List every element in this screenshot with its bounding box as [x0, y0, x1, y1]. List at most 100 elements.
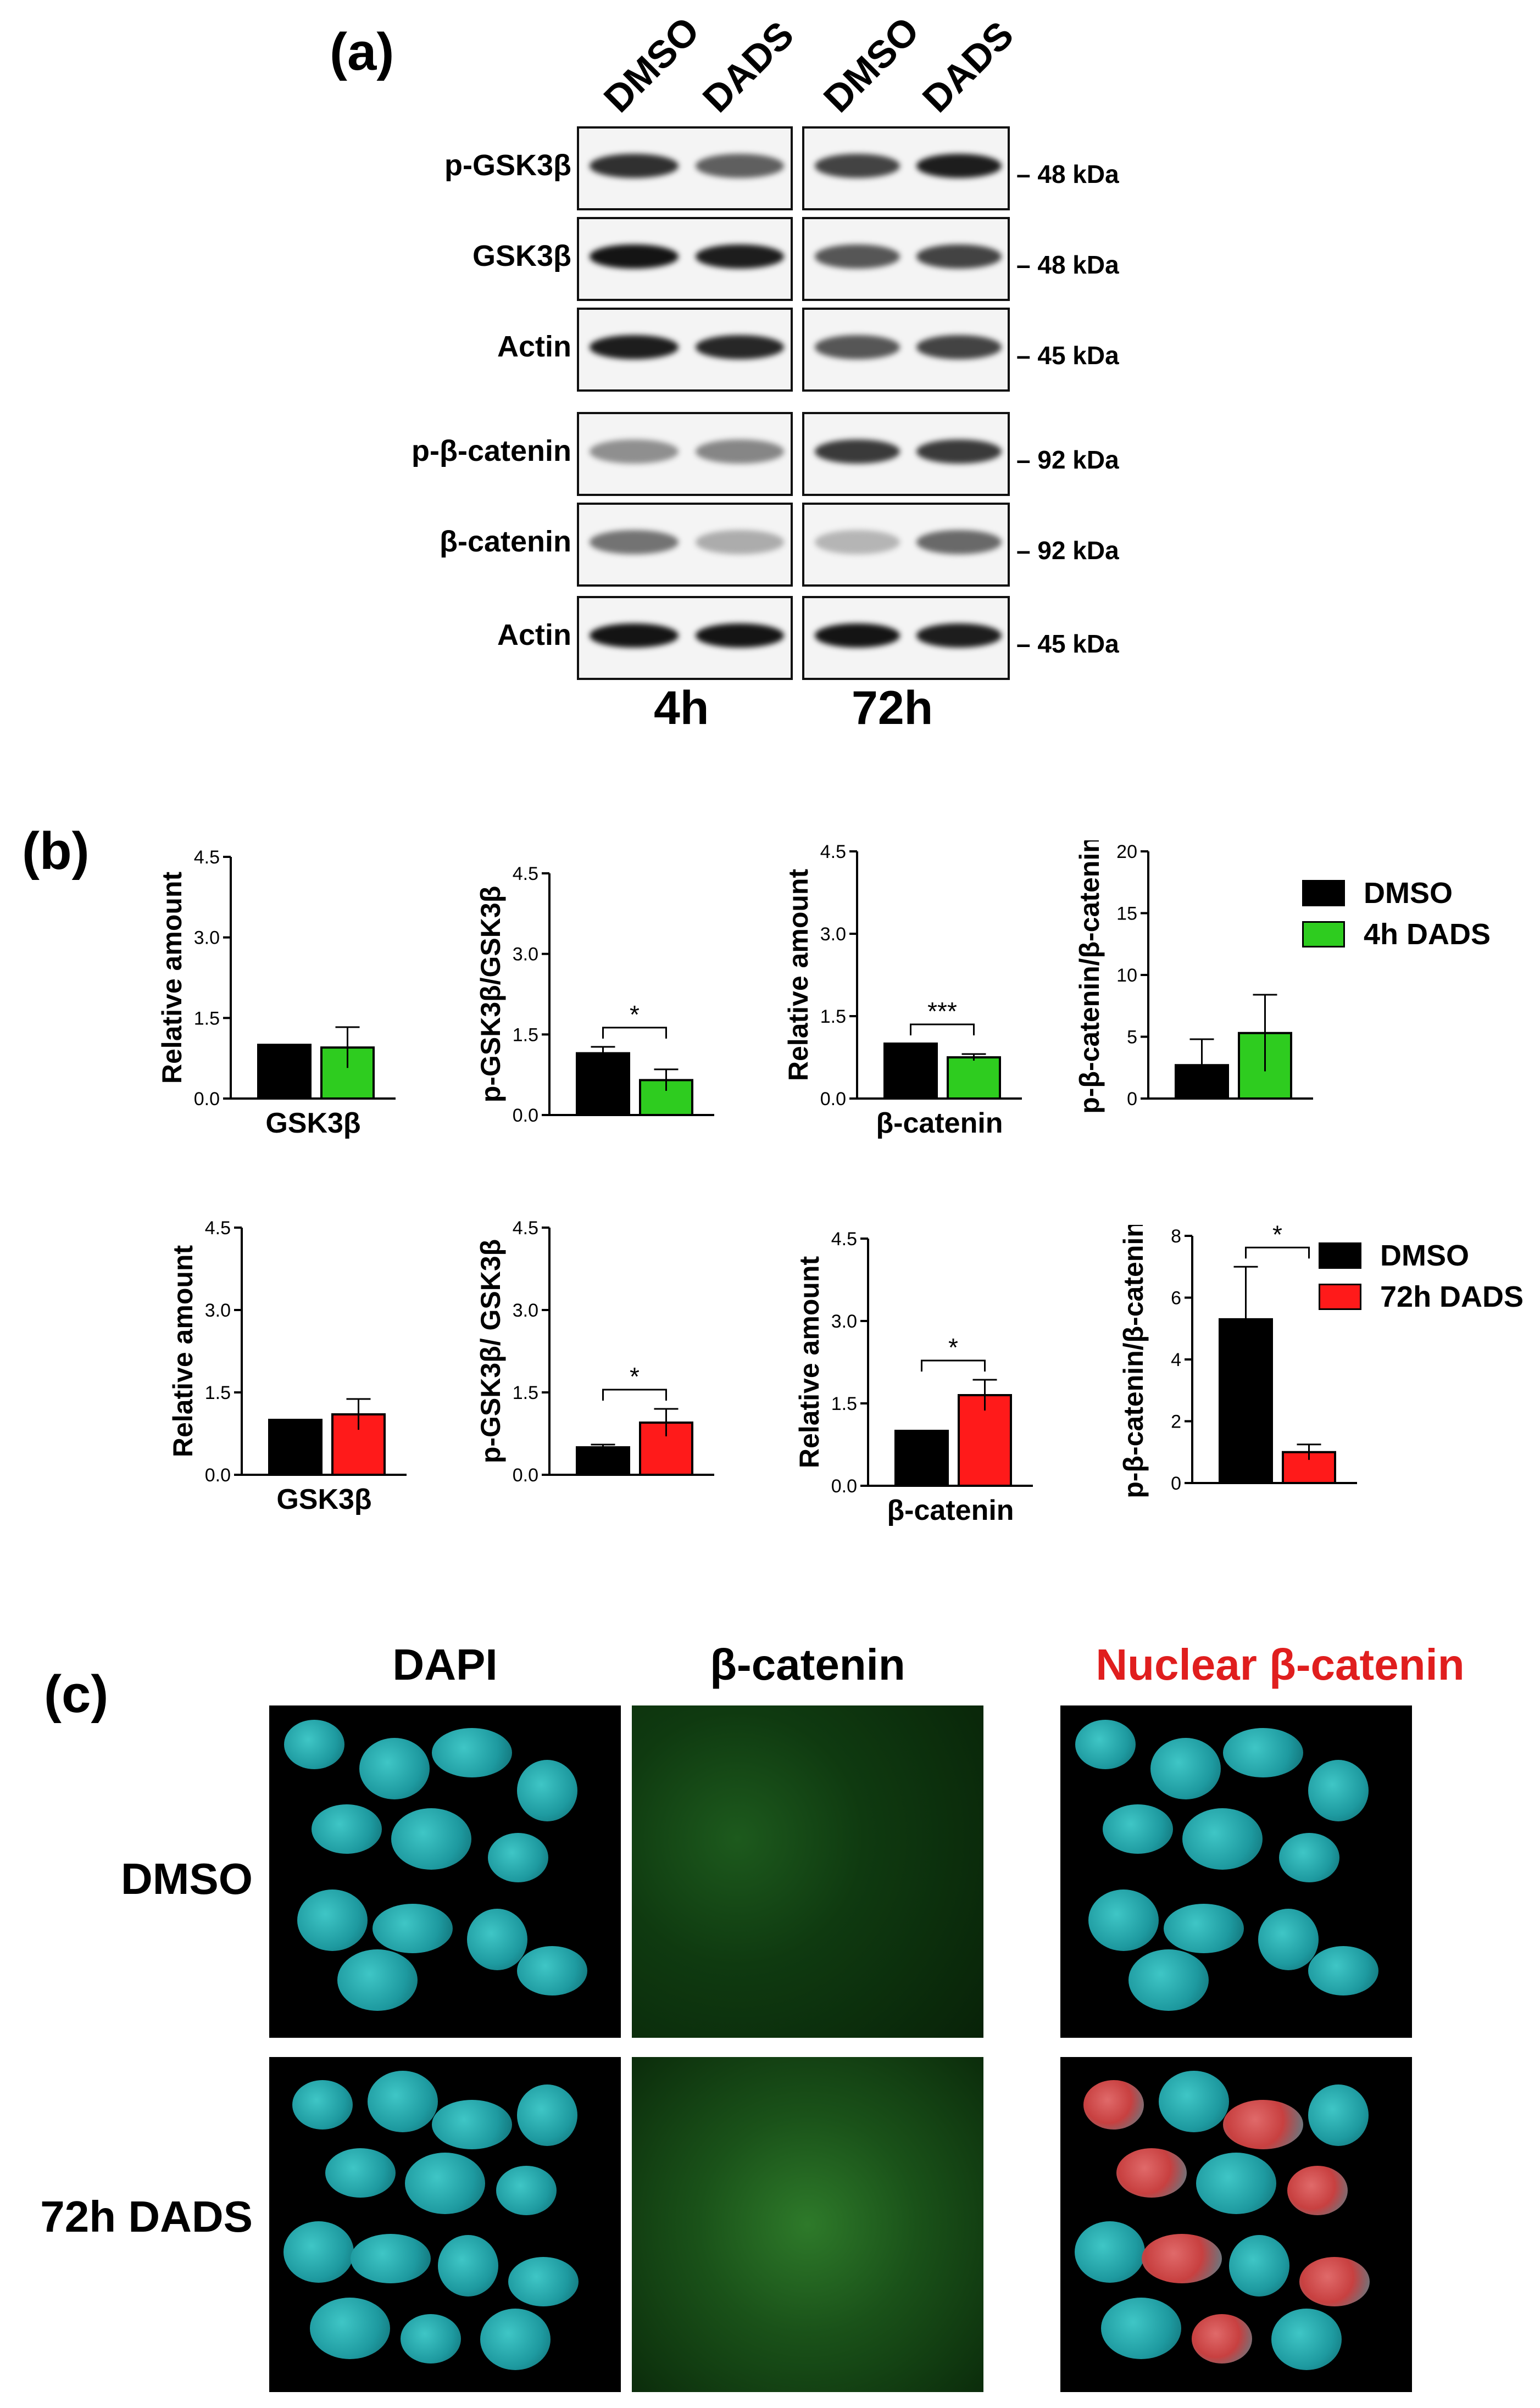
column-title-beta-catenin: β-catenin [710, 1640, 905, 1689]
blot-band [695, 623, 785, 648]
blot-row-label: Actin [497, 330, 571, 363]
cell-nucleus [1101, 2298, 1182, 2360]
x-axis-label: β-catenin [887, 1495, 1014, 1526]
panel-c-letter: (c) [44, 1665, 109, 1724]
y-axis-label: Relative amount [157, 872, 187, 1084]
cell-nucleus [337, 1949, 418, 2011]
y-tick-label: 1.5 [513, 1383, 538, 1403]
significance-stars: * [630, 1000, 640, 1029]
cell-nucleus [1271, 2309, 1342, 2371]
y-tick-label: 3.0 [194, 928, 220, 949]
cell-nucleus [516, 2084, 577, 2146]
cell-nucleus [310, 2298, 391, 2360]
lane-label-dads-72h: DADS [914, 13, 1022, 121]
cell-nucleus [432, 2100, 513, 2149]
significance-stars: *** [927, 997, 957, 1025]
row-label-dmso: DMSO [121, 1854, 253, 1903]
bar [576, 1446, 630, 1476]
blot-band [916, 439, 1002, 464]
microscopy-image-merge-dmso [1060, 1705, 1412, 2038]
y-tick-label: 3.0 [513, 944, 538, 965]
blot-band [590, 623, 679, 648]
cell-nucleus [1308, 2084, 1369, 2146]
y-axis-label: p-GSK3β/ GSK3β [475, 1239, 506, 1463]
blot-band [814, 530, 900, 554]
cell-nucleus [1287, 2165, 1348, 2215]
significance-stars: * [948, 1333, 958, 1362]
legend-label: 4h DADS [1364, 918, 1491, 951]
cell-nucleus [1163, 1903, 1244, 1953]
bar [883, 1043, 938, 1100]
significance-bracket [921, 1359, 986, 1372]
blot-band [916, 154, 1002, 178]
molecular-weight-marker: – 92 kDa [1016, 445, 1119, 474]
y-tick-label: 10 [1116, 965, 1137, 986]
y-tick-label: 15 [1116, 904, 1137, 924]
cell-nucleus [1191, 2314, 1252, 2364]
cell-nucleus [1223, 1728, 1304, 1778]
x-axis-label: GSK3β [276, 1484, 371, 1515]
row-label-72h-dads: 72h DADS [40, 2192, 253, 2241]
cell-nucleus [1142, 2234, 1222, 2284]
y-tick-label: 0.0 [513, 1105, 538, 1126]
bar-chart: 0 5 10 15 20 p-β-catenin/β-catenin [1074, 840, 1313, 1114]
legend-swatch-72h-dads [1319, 1284, 1361, 1310]
blot-band [695, 244, 785, 269]
legend-top-4h-dads: 4h DADS [1302, 917, 1491, 951]
blot-membrane [577, 596, 793, 680]
cell-nucleus [292, 2080, 353, 2130]
cell-nucleus [1196, 2153, 1276, 2215]
cell-nucleus [391, 1808, 472, 1870]
y-tick-label: 0.0 [831, 1476, 857, 1497]
cell-nucleus [368, 2070, 438, 2132]
significance-bracket [602, 1027, 667, 1039]
cell-nucleus [438, 2234, 499, 2296]
bar-chart: 0.0 1.5 3.0 4.5 p-GSK3β/GSK3β * [475, 863, 714, 1126]
cell-nucleus [432, 1728, 513, 1778]
microscopy-image-dapi-dmso [269, 1705, 621, 2038]
y-tick-label: 0.0 [205, 1465, 231, 1486]
legend-top-dmso: DMSO [1302, 876, 1453, 910]
blot-band [916, 335, 1002, 359]
significance-stars: * [1272, 1225, 1282, 1248]
bar [894, 1430, 949, 1487]
y-tick-label: 0.0 [194, 1089, 220, 1110]
blot-row-label: p-GSK3β [444, 149, 571, 182]
y-tick-label: 0 [1171, 1473, 1181, 1494]
blot-band [916, 530, 1002, 554]
column-title-dapi: DAPI [392, 1640, 498, 1689]
molecular-weight-marker: – 45 kDa [1016, 629, 1119, 658]
blot-band [814, 623, 900, 648]
y-tick-label: 0.0 [513, 1465, 538, 1486]
blot-band [814, 439, 900, 464]
microscopy-image-bcat-dmso [632, 1705, 983, 2038]
blot-row-label: Actin [497, 618, 571, 651]
y-tick-label: 1.5 [831, 1393, 857, 1414]
y-tick-label: 0 [1127, 1089, 1137, 1110]
blot-band [590, 530, 679, 554]
y-tick-label: 3.0 [205, 1300, 231, 1321]
y-tick-label: 1.5 [205, 1383, 231, 1403]
bar-chart: 0 2 4 6 8 p-β-catenin/β-catenin * [1118, 1225, 1357, 1498]
blot-membrane [802, 503, 1010, 587]
y-tick-label: 4.5 [820, 841, 846, 862]
blot-band [590, 154, 679, 178]
y-tick-label: 2 [1171, 1412, 1181, 1432]
bar [268, 1419, 323, 1476]
blot-band [814, 335, 900, 359]
y-tick-label: 6 [1171, 1288, 1181, 1309]
panel-a-letter: (a) [330, 23, 394, 81]
lane-label-dmso-72h: DMSO [815, 8, 927, 121]
y-tick-label: 3.0 [820, 924, 846, 945]
bar [257, 1044, 312, 1100]
column-title-nuclear-beta-catenin: Nuclear β-catenin [1096, 1640, 1465, 1689]
cell-nucleus [1150, 1738, 1221, 1800]
cell-nucleus [351, 2234, 431, 2284]
blot-band [916, 244, 1002, 269]
cell-nucleus [1159, 2070, 1230, 2132]
bar-chart: 0.0 1.5 3.0 4.5 Relative amount β-catenin *** [783, 841, 1022, 1139]
blot-membrane [802, 308, 1010, 392]
y-tick-label: 5 [1127, 1027, 1137, 1048]
cell-nucleus [1308, 1759, 1369, 1821]
y-tick-label: 1.5 [513, 1024, 538, 1045]
